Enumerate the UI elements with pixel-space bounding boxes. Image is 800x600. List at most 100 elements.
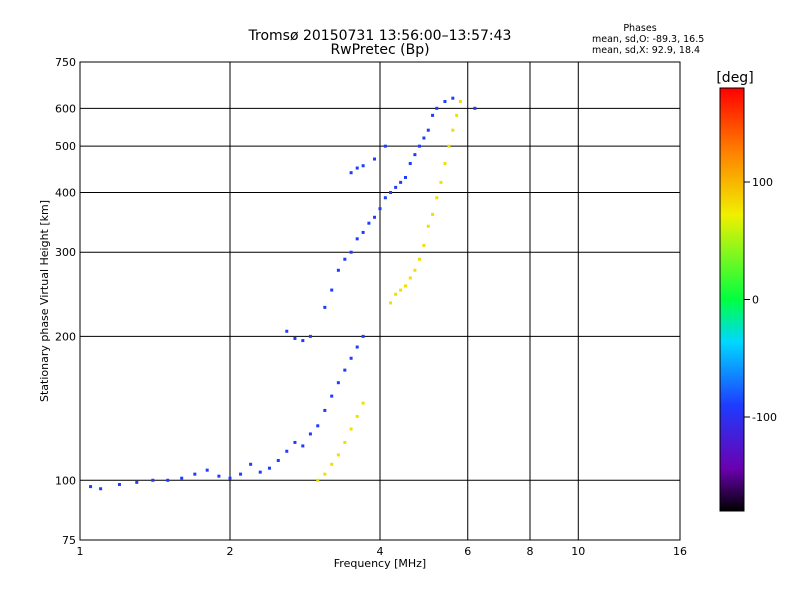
data-point-O bbox=[89, 485, 93, 489]
data-point-O bbox=[308, 334, 312, 338]
data-point-O bbox=[180, 476, 184, 480]
y-tick-label: 400 bbox=[55, 186, 76, 199]
data-point-X bbox=[443, 161, 447, 165]
data-point-O bbox=[383, 144, 387, 148]
data-point-O bbox=[417, 144, 421, 148]
data-point-O bbox=[389, 190, 393, 194]
y-tick-label: 300 bbox=[55, 246, 76, 259]
data-point-O bbox=[373, 215, 377, 219]
data-point-O bbox=[285, 449, 289, 453]
data-point-O bbox=[301, 339, 305, 343]
colorbar-tick-label: 100 bbox=[752, 176, 773, 189]
data-point-O bbox=[349, 250, 353, 254]
data-point-X bbox=[408, 276, 412, 280]
data-point-X bbox=[426, 224, 430, 228]
data-point-X bbox=[336, 453, 340, 457]
data-point-X bbox=[431, 212, 435, 216]
data-point-X bbox=[435, 196, 439, 200]
data-point-O bbox=[378, 207, 382, 211]
data-point-O bbox=[301, 444, 305, 448]
data-point-O bbox=[349, 356, 353, 360]
y-tick-label: 100 bbox=[55, 474, 76, 487]
data-point-O bbox=[249, 462, 253, 466]
colorbar-ticks: 100 0 -100 bbox=[744, 176, 777, 424]
x-tick-label: 6 bbox=[464, 545, 471, 558]
data-point-X bbox=[422, 243, 426, 247]
data-point-O bbox=[323, 305, 327, 309]
legend-line-o: mean, sd,O: -89.3, 16.5 bbox=[592, 34, 704, 45]
data-point-O bbox=[330, 394, 334, 398]
data-point-O bbox=[308, 432, 312, 436]
data-point-O bbox=[355, 166, 359, 170]
data-point-O bbox=[117, 482, 121, 486]
data-point-O bbox=[293, 336, 297, 340]
data-point-O bbox=[166, 478, 170, 482]
data-point-O bbox=[451, 96, 455, 100]
data-point-O bbox=[258, 470, 262, 474]
data-points bbox=[89, 96, 477, 491]
data-point-O bbox=[267, 466, 271, 470]
data-point-O bbox=[361, 334, 365, 338]
colorbar-tick-label: 0 bbox=[752, 294, 759, 307]
plot-grid: 1 2 4 6 8 10 16 75 100 200 300 400 500 600 750 bbox=[55, 56, 687, 558]
data-point-O bbox=[403, 175, 407, 179]
data-point-X bbox=[439, 180, 443, 184]
data-point-O bbox=[367, 221, 371, 225]
data-point-O bbox=[323, 408, 327, 412]
data-point-X bbox=[323, 472, 327, 476]
data-point-O bbox=[217, 474, 221, 478]
data-point-O bbox=[355, 345, 359, 349]
data-point-X bbox=[399, 288, 403, 292]
x-axis-label: Frequency [MHz] bbox=[334, 557, 426, 570]
data-point-O bbox=[135, 480, 139, 484]
chart-title: Tromsø 20150731 13:56:00–13:57:43 bbox=[248, 28, 512, 44]
data-point-O bbox=[426, 128, 430, 132]
data-point-O bbox=[383, 196, 387, 200]
data-point-O bbox=[343, 257, 347, 261]
data-point-O bbox=[228, 476, 232, 480]
data-point-O bbox=[349, 171, 353, 175]
data-point-X bbox=[389, 301, 393, 305]
data-point-X bbox=[394, 292, 398, 296]
y-axis-label: Stationary phase Virtual Height [km] bbox=[38, 200, 51, 402]
data-point-O bbox=[99, 487, 103, 491]
data-point-X bbox=[455, 113, 459, 117]
data-point-O bbox=[239, 472, 243, 476]
data-point-O bbox=[285, 329, 289, 333]
plot-frame bbox=[79, 61, 681, 541]
data-point-X bbox=[343, 440, 347, 444]
x-tick-label: 1 bbox=[77, 545, 84, 558]
colorbar-label: [deg] bbox=[716, 70, 753, 86]
chart-subtitle: RwPretec (Bp) bbox=[330, 42, 429, 58]
data-point-O bbox=[336, 268, 340, 272]
data-point-O bbox=[205, 468, 209, 472]
x-tick-label: 2 bbox=[227, 545, 234, 558]
data-point-X bbox=[458, 100, 462, 104]
data-point-O bbox=[361, 164, 365, 168]
legend-line-x: mean, sd,X: 92.9, 18.4 bbox=[592, 45, 700, 56]
data-point-X bbox=[413, 268, 417, 272]
data-point-X bbox=[417, 257, 421, 261]
data-point-O bbox=[413, 153, 417, 157]
data-point-X bbox=[403, 284, 407, 288]
x-tick-label: 4 bbox=[377, 545, 384, 558]
data-point-O bbox=[394, 185, 398, 189]
data-point-O bbox=[373, 157, 377, 161]
y-tick-label: 750 bbox=[55, 56, 76, 69]
colorbar bbox=[720, 88, 744, 511]
legend-title: Phases bbox=[623, 23, 656, 34]
x-tick-label: 8 bbox=[527, 545, 534, 558]
colorbar-tick-label: -100 bbox=[752, 411, 777, 424]
data-point-O bbox=[151, 478, 155, 482]
data-point-O bbox=[276, 458, 280, 462]
x-tick-label: 10 bbox=[571, 545, 585, 558]
data-point-O bbox=[408, 161, 412, 165]
data-point-X bbox=[447, 144, 451, 148]
y-tick-label: 600 bbox=[55, 102, 76, 115]
data-point-O bbox=[355, 237, 359, 241]
y-tick-label: 500 bbox=[55, 140, 76, 153]
x-tick-label: 16 bbox=[673, 545, 687, 558]
data-point-O bbox=[336, 381, 340, 385]
data-point-O bbox=[431, 113, 435, 117]
